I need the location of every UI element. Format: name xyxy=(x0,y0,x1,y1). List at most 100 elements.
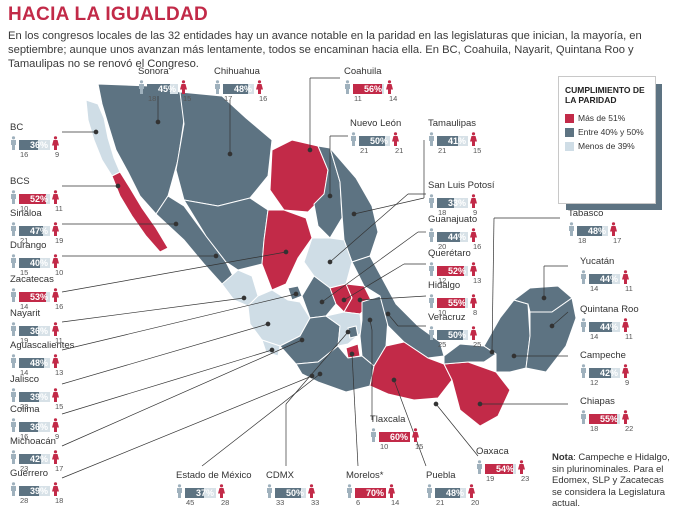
men-count: 14 xyxy=(590,284,599,293)
woman-icon xyxy=(52,254,59,268)
man-icon xyxy=(347,484,352,498)
state-bar-row: 70% xyxy=(346,482,406,498)
man-icon xyxy=(11,482,16,496)
parity-bar: 48% xyxy=(19,358,50,368)
seat-counts: 11 14 xyxy=(344,94,404,103)
women-count: 15 xyxy=(183,94,192,103)
state-name: Sonora xyxy=(138,66,169,77)
woman-icon xyxy=(470,326,477,340)
men-count: 21 xyxy=(360,146,369,155)
parity-percent: 48% xyxy=(29,358,48,368)
parity-percent: 37% xyxy=(195,488,214,498)
parity-bar: 50% xyxy=(359,136,390,146)
women-count: 18 xyxy=(55,496,64,505)
man-icon xyxy=(429,194,434,208)
state-name: Yucatán xyxy=(580,256,615,267)
women-count: 9 xyxy=(55,432,60,441)
men-count: 12 xyxy=(590,378,599,387)
legend-title: CUMPLIMIENTO DE LA PARIDAD xyxy=(565,85,645,105)
women-count: 25 xyxy=(473,340,482,349)
seat-counts: 6 14 xyxy=(346,498,406,507)
men-count: 21 xyxy=(20,236,29,245)
legend-swatch-high xyxy=(565,113,574,123)
woman-icon xyxy=(622,318,629,332)
region-sinaloa xyxy=(155,195,237,285)
parity-percent: 52% xyxy=(447,266,466,276)
woman-icon xyxy=(470,228,477,242)
woman-icon xyxy=(470,294,477,308)
parity-percent: 36% xyxy=(29,140,48,150)
parity-percent: 39% xyxy=(29,486,48,496)
parity-bar: 45% xyxy=(147,84,178,94)
label-queretaro: Querétaro 52% 12 13 xyxy=(428,248,488,285)
women-count: 22 xyxy=(625,424,634,433)
label-guerrero: Guerrero 39% 28 18 xyxy=(10,468,70,505)
parity-bar: 53% xyxy=(19,292,50,302)
parity-bar-fill xyxy=(379,432,410,442)
man-icon xyxy=(429,228,434,242)
label-colima: Colima 36% 16 9 xyxy=(10,404,70,441)
state-name: Jalisco xyxy=(10,374,40,385)
parity-percent: 48% xyxy=(587,226,606,236)
state-bar-row: 45% xyxy=(138,78,198,94)
state-name: San Luis Potosí xyxy=(428,180,495,191)
parity-bar-fill xyxy=(19,358,44,368)
legend-item-high: Más de 51% xyxy=(565,113,625,123)
woman-icon xyxy=(622,364,629,378)
seat-counts: 15 10 xyxy=(10,268,70,277)
men-count: 19 xyxy=(486,474,495,483)
women-count: 28 xyxy=(221,498,230,507)
state-name: Querétaro xyxy=(428,248,471,259)
state-bar-row: 50% xyxy=(350,130,410,146)
parity-bar-fill xyxy=(485,464,513,474)
parity-bar: 37% xyxy=(185,488,216,498)
label-aguascalientes: Aguascalientes 48% 14 13 xyxy=(10,340,74,377)
parity-bar-fill xyxy=(359,136,385,146)
man-icon xyxy=(215,80,220,94)
woman-icon xyxy=(52,418,59,432)
legend-swatch-low xyxy=(565,141,574,151)
legend-label-low: Menos de 39% xyxy=(578,141,635,151)
parity-percent: 41% xyxy=(447,136,466,146)
parity-bar-fill xyxy=(577,226,602,236)
man-icon xyxy=(11,190,16,204)
women-count: 14 xyxy=(389,94,398,103)
parity-bar-fill xyxy=(19,140,38,150)
man-icon xyxy=(569,222,574,236)
woman-icon xyxy=(52,450,59,464)
region-bcs xyxy=(111,171,169,253)
seat-counts: 28 18 xyxy=(10,496,70,505)
state-name: Durango xyxy=(10,240,47,251)
label-tlaxcala: Tlaxcala 60% 10 15 xyxy=(370,414,430,451)
label-sinaloa: Sinaloa 47% 21 19 xyxy=(10,208,70,245)
women-count: 9 xyxy=(55,150,60,159)
label-bc: BC 36% 16 9 xyxy=(10,122,70,159)
parity-bar: 48% xyxy=(435,488,466,498)
parity-bar: 48% xyxy=(223,84,254,94)
women-count: 15 xyxy=(415,442,424,451)
woman-icon xyxy=(256,80,263,94)
parity-percent: 55% xyxy=(599,414,618,424)
parity-percent: 39% xyxy=(29,392,48,402)
parity-bar: 60% xyxy=(379,432,410,442)
parity-percent: 56% xyxy=(363,84,382,94)
label-nuevo-leon: Nuevo León 50% 21 21 xyxy=(350,118,410,155)
woman-icon xyxy=(470,194,477,208)
region-chihuahua xyxy=(175,91,273,207)
state-bar-row: 39% xyxy=(10,386,70,402)
parity-bar-fill xyxy=(437,198,455,208)
state-bar-row: 37% xyxy=(176,482,236,498)
parity-bar-fill xyxy=(437,330,463,340)
footnote-text: : Campeche e Hidalgo, sin plurinominales… xyxy=(552,452,670,509)
seat-counts: 10 15 xyxy=(370,442,430,451)
seat-counts: 18 15 xyxy=(138,94,198,103)
state-bar-row: 50% xyxy=(266,482,326,498)
women-count: 9 xyxy=(473,208,478,217)
parity-percent: 52% xyxy=(29,194,48,204)
state-name: Chiapas xyxy=(580,396,615,407)
state-name: Quintana Roo xyxy=(580,304,639,315)
woman-icon xyxy=(52,288,59,302)
label-edomex: Estado de México 37% 45 28 xyxy=(176,470,252,507)
footnote: Nota: Campeche e Hidalgo, sin plurinomin… xyxy=(552,452,670,510)
seat-counts: 19 23 xyxy=(476,474,536,483)
